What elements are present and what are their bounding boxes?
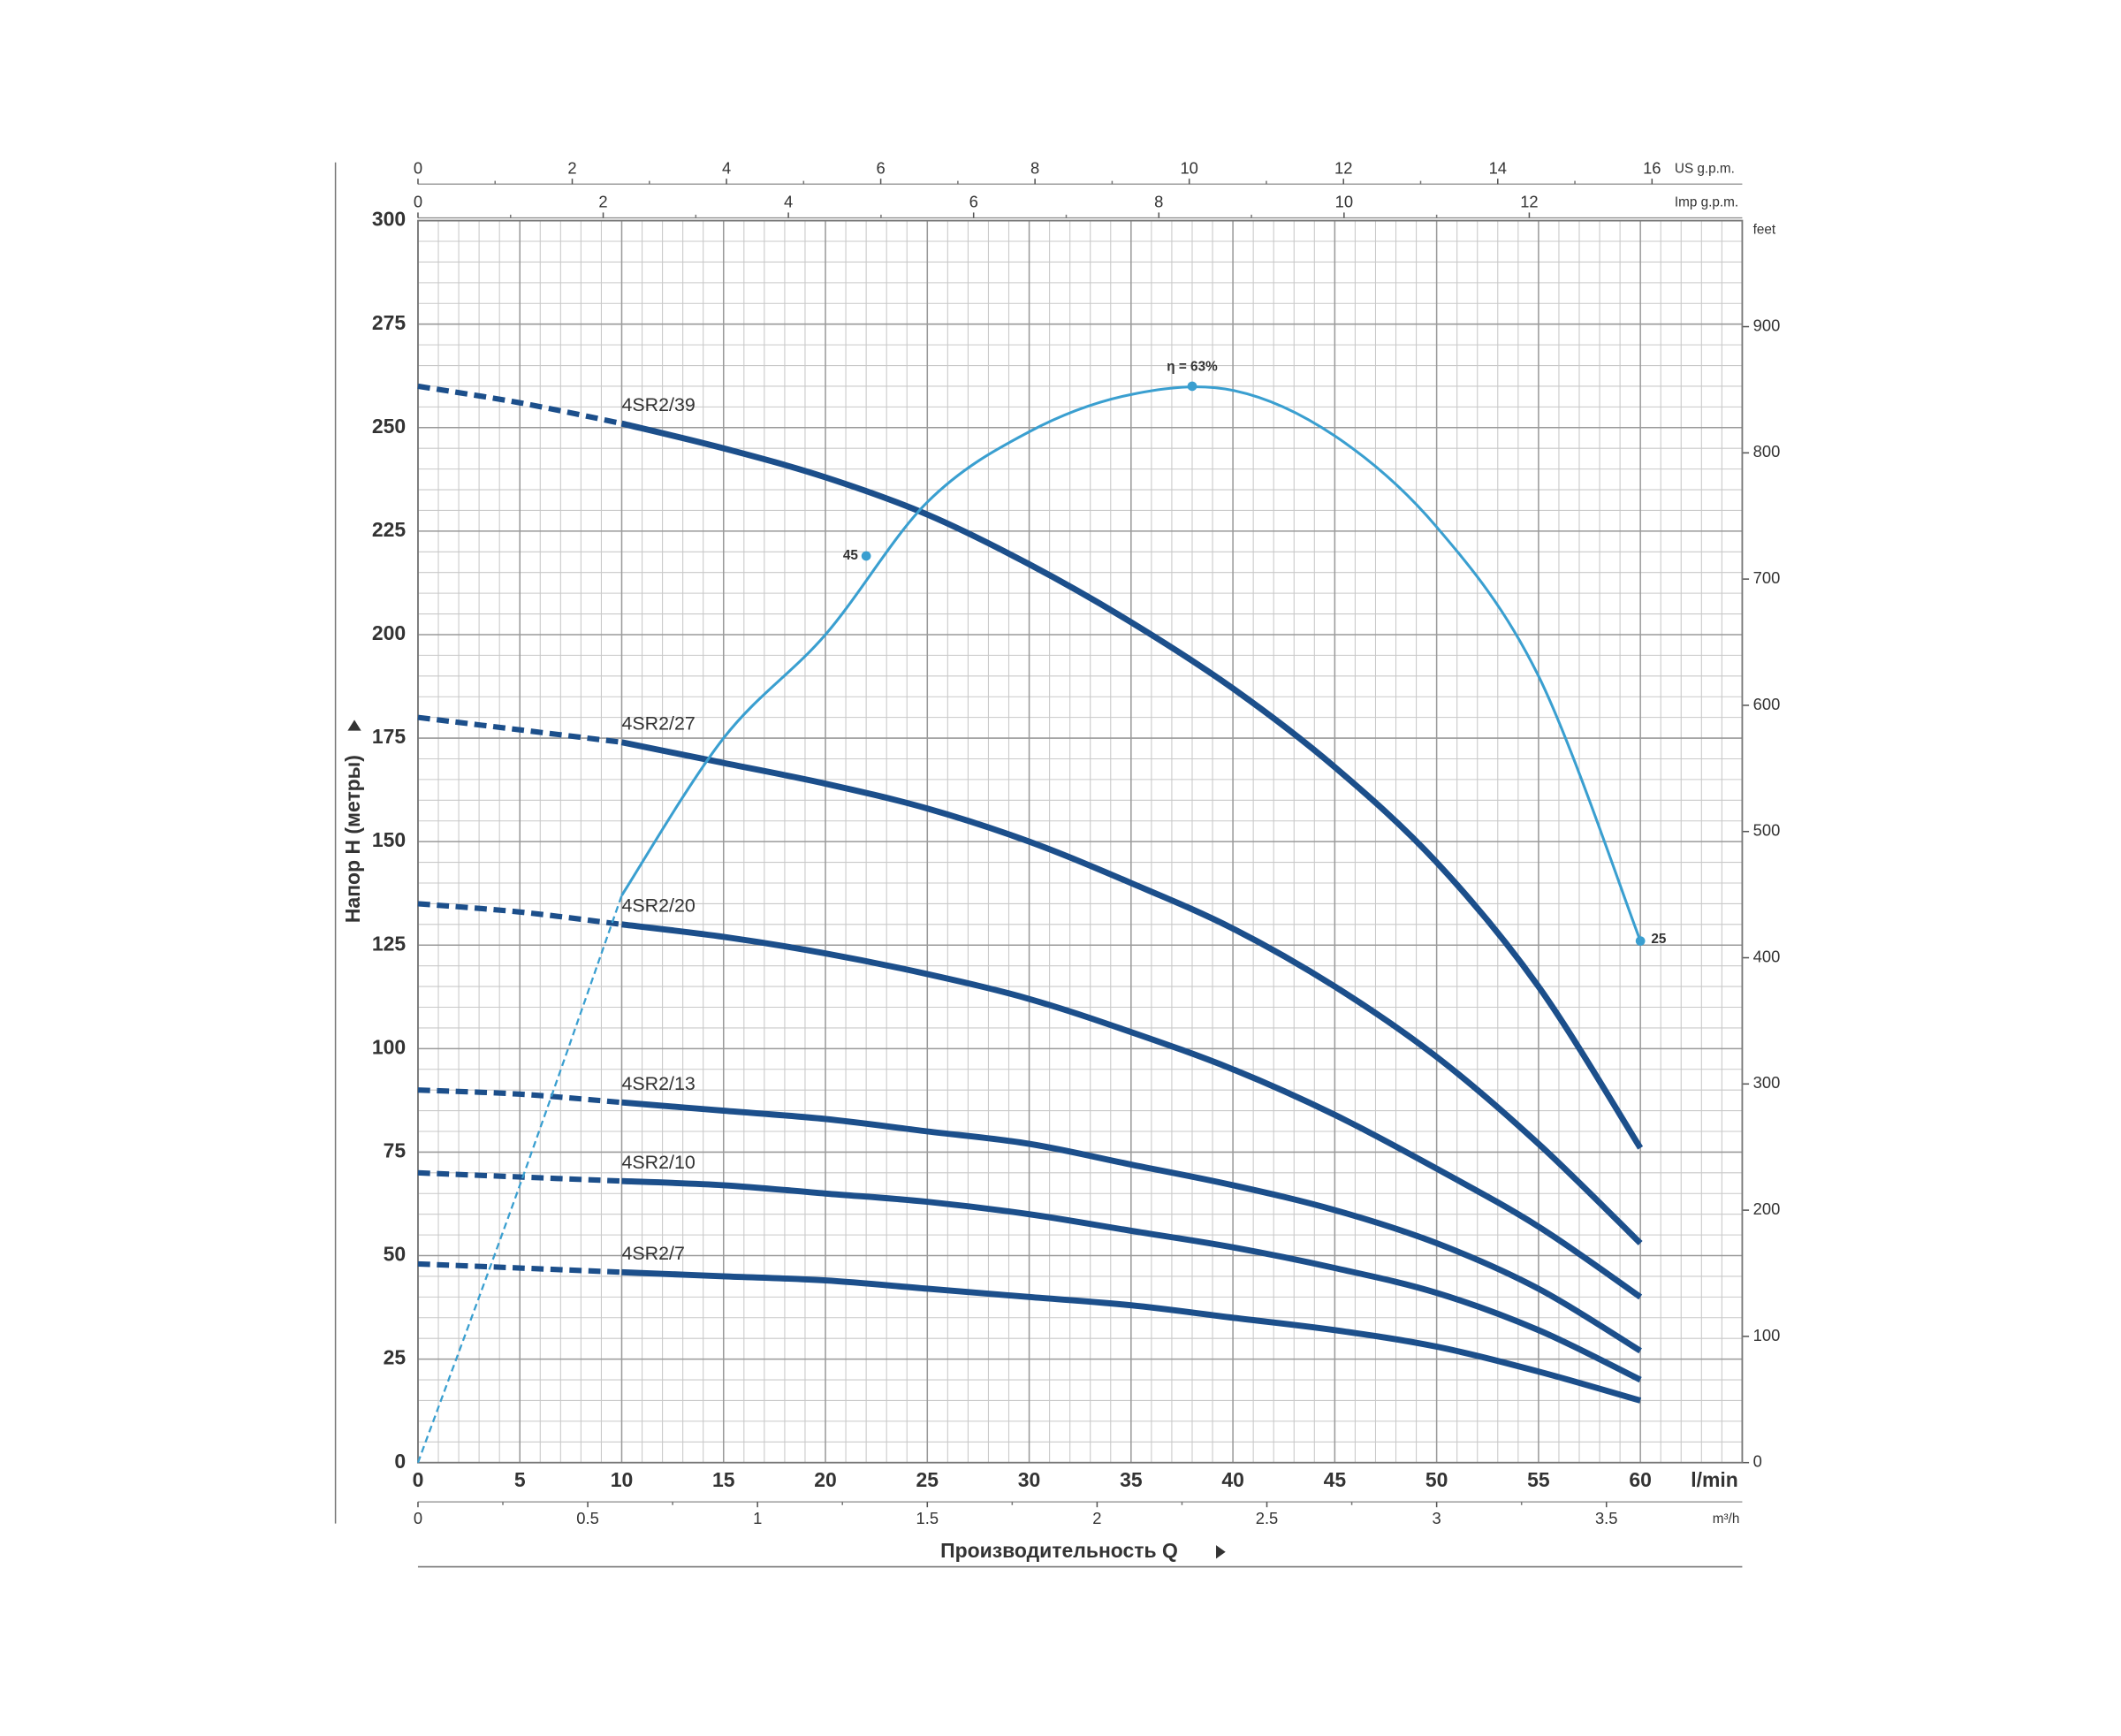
pump-curve-extrapolated bbox=[417, 1087, 622, 1106]
secondary-tick-label: 12 bbox=[1520, 193, 1538, 211]
y2-tick-label: 500 bbox=[1753, 821, 1781, 840]
secondary-tick-label: 4 bbox=[722, 158, 731, 177]
y-tick-label: 50 bbox=[384, 1243, 407, 1266]
x-tick-label: 40 bbox=[1221, 1468, 1244, 1491]
curve-label: 4SR2/7 bbox=[621, 1243, 684, 1264]
curve-label: 4SR2/10 bbox=[621, 1152, 695, 1173]
curve-label: 4SR2/27 bbox=[621, 713, 695, 735]
y2-tick-label: 800 bbox=[1753, 442, 1781, 461]
secondary-tick-label: 2 bbox=[598, 193, 607, 211]
x-tick-label: 5 bbox=[514, 1468, 526, 1491]
secondary-tick-label: 4 bbox=[784, 193, 793, 211]
pump-curve-extrapolated bbox=[417, 901, 622, 927]
y2-tick-label: 700 bbox=[1753, 568, 1781, 587]
secondary-axis-unit: m³/h bbox=[1713, 1511, 1740, 1527]
secondary-tick-label: 6 bbox=[969, 193, 978, 211]
axis-arrow bbox=[1216, 1545, 1226, 1559]
x-tick-label: 45 bbox=[1324, 1468, 1347, 1491]
y2-unit: feet bbox=[1753, 222, 1776, 237]
secondary-tick-label: 10 bbox=[1180, 158, 1197, 177]
efficiency-label: 25 bbox=[1651, 932, 1667, 947]
pump-curve-extrapolated bbox=[417, 383, 623, 427]
y-tick-label: 225 bbox=[372, 518, 407, 541]
y-tick-label: 125 bbox=[372, 932, 407, 955]
x-tick-label: 30 bbox=[1018, 1468, 1041, 1491]
y-tick-label: 275 bbox=[372, 311, 407, 334]
y2-tick-label: 600 bbox=[1753, 695, 1781, 713]
secondary-axis-unit: Imp g.p.m. bbox=[1675, 195, 1738, 210]
efficiency-point bbox=[861, 551, 871, 561]
x-tick-label: 15 bbox=[712, 1468, 735, 1491]
y2-tick-label: 300 bbox=[1753, 1073, 1781, 1092]
efficiency-point bbox=[1635, 936, 1646, 946]
y-tick-label: 100 bbox=[372, 1035, 406, 1058]
secondary-tick-label: 0 bbox=[414, 158, 422, 177]
pump-curve bbox=[620, 739, 1643, 1245]
secondary-tick-label: 1 bbox=[753, 1509, 762, 1527]
x-tick-label: 35 bbox=[1120, 1468, 1143, 1491]
secondary-tick-label: 3.5 bbox=[1595, 1509, 1618, 1527]
efficiency-curve bbox=[620, 385, 1642, 942]
curve-label: 4SR2/39 bbox=[621, 394, 695, 415]
y2-tick-label: 0 bbox=[1753, 1452, 1762, 1471]
y-tick-label: 300 bbox=[372, 208, 406, 231]
efficiency-curve-extrapolated bbox=[416, 895, 623, 1464]
pump-curve bbox=[621, 1177, 1642, 1383]
x-tick-label: 0 bbox=[413, 1468, 424, 1491]
y2-tick-label: 900 bbox=[1753, 316, 1781, 334]
x-unit: l/min bbox=[1691, 1468, 1738, 1491]
pump-curve bbox=[621, 1268, 1642, 1404]
y-tick-label: 0 bbox=[394, 1450, 406, 1473]
y-tick-label: 250 bbox=[372, 415, 406, 438]
secondary-tick-label: 3 bbox=[1433, 1509, 1441, 1527]
pump-curve bbox=[621, 1099, 1642, 1354]
secondary-tick-label: 14 bbox=[1489, 158, 1507, 177]
curve-label: 4SR2/20 bbox=[621, 895, 695, 917]
pump-curve bbox=[620, 420, 1644, 1150]
secondary-tick-label: 2 bbox=[1092, 1509, 1101, 1527]
x-tick-label: 25 bbox=[916, 1468, 939, 1491]
secondary-tick-label: 1.5 bbox=[916, 1509, 939, 1527]
secondary-tick-label: 8 bbox=[1154, 193, 1163, 211]
secondary-tick-label: 12 bbox=[1334, 158, 1352, 177]
efficiency-label: η = 63% bbox=[1167, 360, 1218, 375]
y-axis-title: Напор H (метры) bbox=[341, 755, 364, 923]
secondary-tick-label: 0 bbox=[414, 193, 422, 211]
pump-curve-extrapolated bbox=[417, 1260, 622, 1275]
pump-curve bbox=[621, 921, 1643, 1300]
secondary-tick-label: 16 bbox=[1643, 158, 1661, 177]
y-tick-label: 25 bbox=[384, 1346, 407, 1369]
x-tick-label: 60 bbox=[1629, 1468, 1652, 1491]
y-tick-label: 75 bbox=[384, 1138, 407, 1161]
x-tick-label: 10 bbox=[611, 1468, 634, 1491]
x-tick-label: 20 bbox=[814, 1468, 837, 1491]
pump-curve-extrapolated bbox=[417, 1169, 622, 1184]
plot-border bbox=[417, 219, 1744, 1464]
secondary-tick-label: 2 bbox=[567, 158, 576, 177]
y-tick-label: 175 bbox=[372, 725, 407, 748]
efficiency-label: 45 bbox=[843, 548, 859, 563]
secondary-tick-label: 0 bbox=[414, 1509, 422, 1527]
y-tick-label: 150 bbox=[372, 828, 406, 851]
secondary-tick-label: 0.5 bbox=[576, 1509, 599, 1527]
y2-tick-label: 100 bbox=[1753, 1326, 1781, 1344]
y-tick-label: 200 bbox=[372, 621, 406, 644]
pump-curve-extrapolated bbox=[417, 714, 622, 745]
secondary-tick-label: 6 bbox=[876, 158, 885, 177]
x-axis-title: Производительность Q bbox=[940, 1539, 1178, 1562]
y2-tick-label: 200 bbox=[1753, 1199, 1781, 1218]
secondary-tick-label: 2.5 bbox=[1256, 1509, 1279, 1527]
secondary-tick-label: 10 bbox=[1335, 193, 1353, 211]
curve-label: 4SR2/13 bbox=[621, 1073, 695, 1094]
secondary-axis-unit: US g.p.m. bbox=[1675, 161, 1735, 176]
x-tick-label: 55 bbox=[1527, 1468, 1550, 1491]
y2-tick-label: 400 bbox=[1753, 947, 1781, 965]
efficiency-point bbox=[1187, 381, 1197, 392]
axis-arrow bbox=[347, 720, 361, 731]
x-tick-label: 50 bbox=[1425, 1468, 1448, 1491]
secondary-tick-label: 8 bbox=[1030, 158, 1039, 177]
